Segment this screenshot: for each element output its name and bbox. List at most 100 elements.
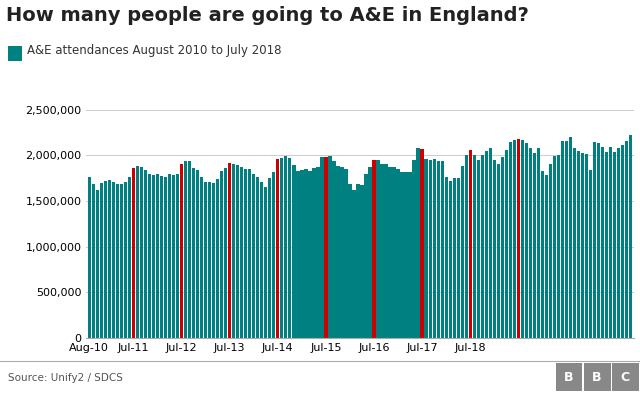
Bar: [541, 171, 544, 338]
Bar: [88, 177, 91, 338]
Bar: [216, 179, 220, 338]
Bar: [621, 145, 625, 338]
Bar: [605, 152, 609, 338]
Bar: [127, 177, 131, 338]
Bar: [376, 160, 380, 338]
Bar: [120, 184, 123, 338]
Bar: [196, 170, 199, 338]
Bar: [553, 156, 556, 338]
Bar: [565, 141, 568, 338]
Bar: [408, 172, 412, 338]
Bar: [236, 166, 239, 338]
Bar: [324, 157, 328, 338]
Bar: [573, 148, 577, 338]
Bar: [412, 160, 416, 338]
Bar: [516, 139, 520, 338]
Bar: [143, 170, 147, 338]
Bar: [136, 166, 139, 338]
Text: Source: Unify2 / SDCS: Source: Unify2 / SDCS: [8, 373, 122, 384]
Bar: [248, 169, 252, 338]
Bar: [300, 170, 303, 338]
Bar: [549, 164, 552, 338]
Bar: [589, 170, 593, 338]
Bar: [509, 142, 512, 338]
Bar: [320, 157, 324, 338]
Bar: [204, 182, 207, 338]
Bar: [140, 167, 143, 338]
Bar: [360, 185, 364, 338]
Bar: [380, 164, 384, 338]
Bar: [284, 156, 287, 338]
Text: B: B: [593, 371, 602, 384]
Bar: [184, 161, 187, 338]
Bar: [577, 151, 580, 338]
Bar: [268, 178, 271, 338]
Bar: [493, 160, 496, 338]
Bar: [424, 159, 428, 338]
Bar: [456, 178, 460, 338]
Bar: [92, 184, 95, 338]
Bar: [172, 175, 175, 338]
Bar: [597, 143, 600, 338]
Bar: [240, 167, 243, 338]
Bar: [148, 173, 151, 338]
Bar: [477, 160, 480, 338]
Bar: [513, 140, 516, 338]
Bar: [116, 184, 119, 338]
Bar: [232, 164, 236, 338]
Bar: [433, 159, 436, 338]
Bar: [593, 142, 596, 338]
Bar: [396, 169, 400, 338]
Bar: [537, 148, 540, 338]
Bar: [192, 168, 195, 338]
Bar: [484, 151, 488, 338]
Bar: [529, 148, 532, 338]
Bar: [601, 147, 604, 338]
Bar: [180, 164, 183, 338]
Bar: [352, 190, 356, 338]
Bar: [449, 181, 452, 338]
Bar: [160, 176, 163, 338]
Bar: [124, 182, 127, 338]
Bar: [625, 141, 628, 338]
Bar: [244, 169, 248, 338]
Bar: [521, 140, 524, 338]
Bar: [252, 175, 255, 338]
Bar: [465, 155, 468, 338]
Bar: [212, 182, 215, 338]
Bar: [304, 169, 308, 338]
Bar: [581, 152, 584, 338]
Bar: [336, 166, 340, 338]
Bar: [264, 187, 268, 338]
Bar: [609, 147, 612, 338]
Bar: [176, 173, 179, 338]
Bar: [288, 158, 291, 338]
Bar: [332, 161, 335, 338]
Bar: [200, 177, 204, 338]
Bar: [429, 160, 432, 338]
Bar: [208, 182, 211, 338]
Bar: [220, 171, 223, 338]
Text: C: C: [621, 371, 630, 384]
Bar: [372, 160, 376, 338]
Bar: [340, 167, 344, 338]
Bar: [292, 166, 296, 338]
Bar: [312, 168, 316, 338]
Bar: [152, 175, 155, 338]
Bar: [545, 175, 548, 338]
Bar: [296, 171, 300, 338]
Bar: [344, 169, 348, 338]
Bar: [481, 155, 484, 338]
Bar: [500, 157, 504, 338]
Bar: [164, 177, 167, 338]
Bar: [260, 182, 264, 338]
Bar: [272, 172, 275, 338]
Bar: [111, 182, 115, 338]
Bar: [557, 155, 560, 338]
Bar: [348, 184, 351, 338]
Bar: [356, 184, 360, 338]
Bar: [276, 159, 280, 338]
Bar: [569, 137, 572, 338]
Bar: [420, 149, 424, 338]
Bar: [224, 168, 227, 338]
